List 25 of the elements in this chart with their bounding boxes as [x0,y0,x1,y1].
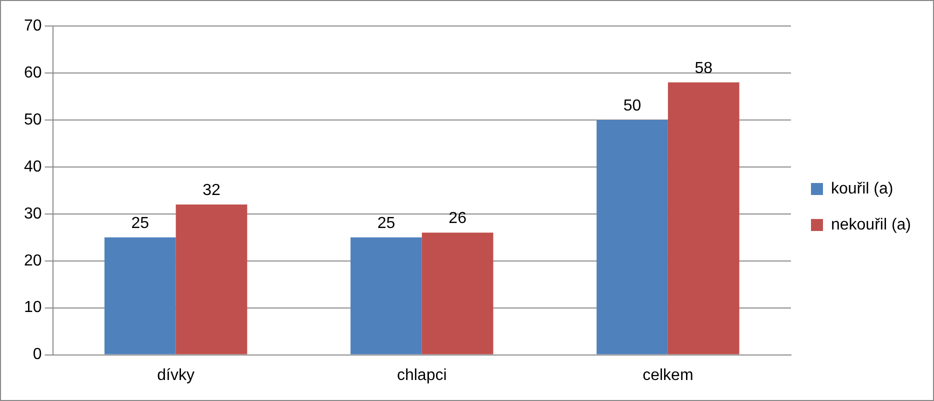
y-tick-label: 40 [24,158,42,176]
legend-label: kouřil (a) [830,180,894,198]
legend-label: nekouřil (a) [830,216,911,234]
y-tick-label: 60 [24,64,42,82]
data-label: 58 [694,60,713,77]
x-tick-label: dívky [157,366,194,384]
bar [350,237,422,354]
y-tick-label: 30 [24,205,42,222]
y-tick-label: 10 [24,299,42,316]
data-label: 26 [448,210,467,228]
data-label: 25 [377,214,396,232]
y-tick-label: 50 [24,111,42,128]
data-label: 50 [623,97,642,114]
x-tick-label: celkem [642,366,694,384]
y-tick-label: 20 [24,252,42,270]
y-tick-label: 0 [32,346,42,364]
y-tick-label: 70 [24,17,42,34]
data-label: 32 [202,182,221,199]
bar [176,204,248,354]
data-label: 25 [131,214,150,232]
bar [668,82,740,354]
x-tick-label: chlapci [396,366,447,384]
bar [104,237,176,354]
bar [422,232,494,354]
bar [596,120,668,354]
